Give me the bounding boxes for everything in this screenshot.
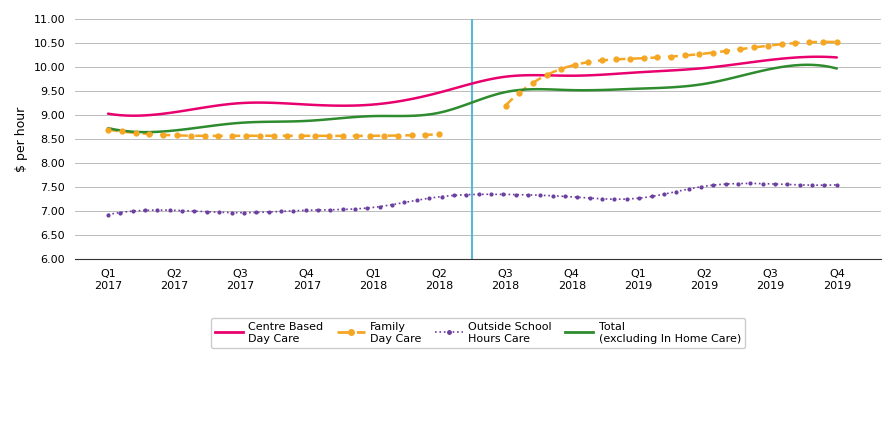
Y-axis label: $ per hour: $ per hour: [15, 106, 28, 172]
Legend: Centre Based
Day Care, Family
Day Care, Outside School
Hours Care, Total
(exclud: Centre Based Day Care, Family Day Care, …: [211, 318, 745, 348]
